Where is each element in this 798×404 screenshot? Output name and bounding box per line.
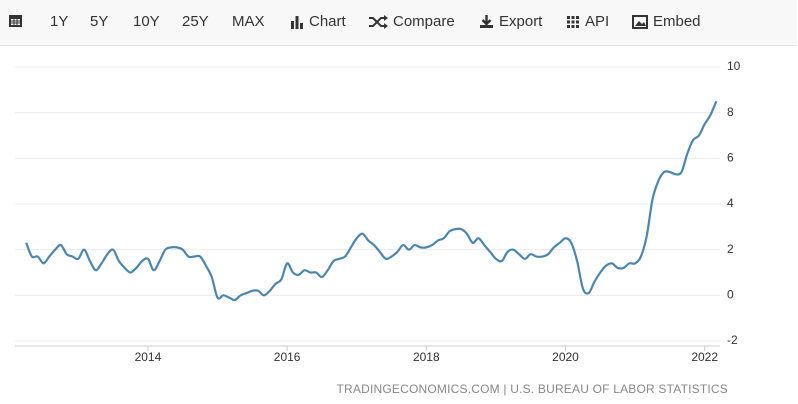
chart-button[interactable]: Chart bbox=[290, 13, 346, 30]
data-line bbox=[25, 100, 718, 302]
y-tick-label: 4 bbox=[727, 196, 734, 210]
api-button[interactable]: API bbox=[566, 13, 609, 30]
x-tick-label: 2014 bbox=[135, 350, 162, 364]
x-tick-label: 2018 bbox=[413, 350, 440, 364]
range-button[interactable]: 1Y bbox=[50, 13, 68, 30]
y-tick-label: 6 bbox=[727, 151, 734, 165]
export-button[interactable]: Export bbox=[479, 13, 542, 30]
source: TRADINGECONOMICS.COM | U.S. BUREAU OF LA… bbox=[336, 382, 728, 396]
range-button[interactable]: 5Y bbox=[90, 13, 108, 30]
range-button[interactable]: MAX bbox=[232, 13, 265, 30]
chart-icon bbox=[291, 15, 303, 29]
x-tick-label: 2020 bbox=[552, 350, 579, 364]
calendar-button[interactable] bbox=[8, 13, 23, 28]
y-tick-label: 8 bbox=[727, 105, 734, 119]
button-label: Export bbox=[499, 13, 543, 30]
x-tick-label: 2016 bbox=[274, 350, 301, 364]
button-label: Compare bbox=[393, 13, 455, 30]
x-tick-label: 2022 bbox=[691, 350, 718, 364]
y-tick-label: 2 bbox=[727, 242, 734, 256]
calendar-icon bbox=[9, 15, 22, 27]
toolbar: 1Y 5Y 10Y 25Y MAX Chart Compare Export A… bbox=[0, 0, 797, 46]
button-label: 10Y bbox=[133, 13, 160, 30]
button-label: 5Y bbox=[90, 13, 109, 30]
embed-icon bbox=[632, 14, 648, 29]
export-icon bbox=[480, 15, 493, 28]
range-button[interactable]: 10Y bbox=[133, 13, 160, 30]
button-label: API bbox=[585, 13, 610, 30]
y-tick-label: -2 bbox=[727, 333, 738, 347]
compare-icon bbox=[369, 14, 388, 29]
button-label: MAX bbox=[232, 13, 265, 30]
compare-button[interactable]: Compare bbox=[368, 13, 455, 30]
range-button[interactable]: 25Y bbox=[182, 13, 209, 30]
button-label: Embed bbox=[653, 13, 701, 30]
button-label: 25Y bbox=[182, 13, 209, 30]
api-icon bbox=[567, 15, 579, 28]
embed-button[interactable]: Embed bbox=[632, 13, 701, 30]
y-tick-label: 0 bbox=[727, 288, 734, 302]
button-label: 1Y bbox=[50, 13, 69, 30]
button-label: Chart bbox=[309, 13, 346, 30]
y-tick-label: 10 bbox=[727, 59, 741, 73]
